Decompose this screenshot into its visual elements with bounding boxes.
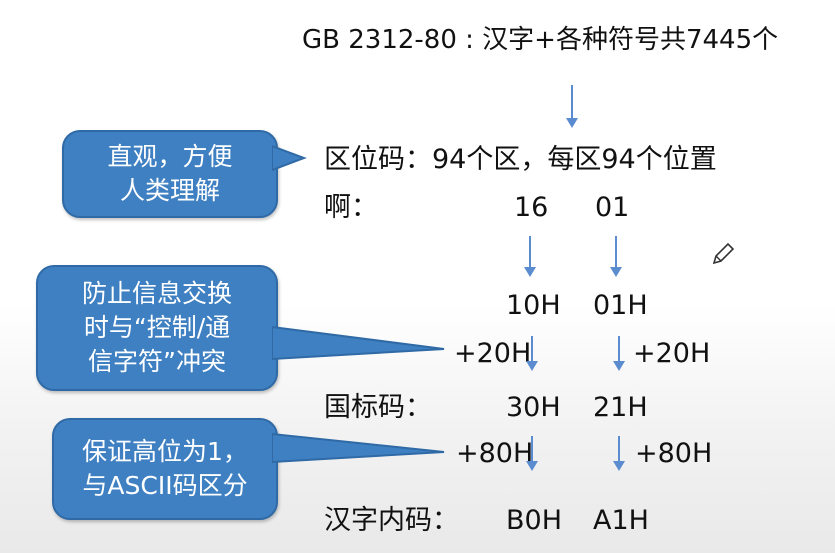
hex-value: 10H (506, 290, 561, 321)
callout-avoid-conflict: 防止信息交换 时与“控制/通 信字符”冲突 (36, 265, 278, 391)
pencil-icon (712, 242, 735, 265)
quwei-value: 01 (595, 192, 630, 223)
guobiao-value: 30H (506, 392, 561, 423)
callout-intuitive: 直观，方便 人类理解 (62, 130, 278, 218)
add-20h: +20H (633, 338, 711, 369)
callout-line: 信字符”冲突 (88, 347, 226, 376)
down-arrow (610, 236, 622, 277)
down-arrow (526, 436, 538, 471)
example-char: 啊： (324, 192, 378, 223)
callout-line: 保证高位为1， (82, 437, 248, 466)
callout-pointer (272, 432, 445, 464)
down-arrow (526, 336, 538, 371)
callout-high-bit: 保证高位为1， 与ASCII码区分 (52, 418, 278, 520)
quwei-value: 16 (514, 192, 549, 223)
down-arrow (524, 236, 536, 277)
add-20h: +20H (454, 338, 532, 369)
neima-value: B0H (506, 505, 563, 536)
add-80h: +80H (456, 438, 534, 469)
callout-line: 直观，方便 (107, 142, 233, 171)
callout-pointer (272, 325, 445, 361)
quwei-line: 区位码：94个区，每区94个位置 (324, 144, 717, 175)
callout-pointer (272, 144, 307, 172)
hex-value: 01H (593, 290, 648, 321)
down-arrow (613, 336, 625, 371)
callout-line: 防止信息交换 (81, 279, 232, 308)
guobiao-value: 21H (593, 392, 648, 423)
add-80h: +80H (635, 438, 713, 469)
callout-line: 与ASCII码区分 (82, 471, 248, 500)
neima-value: A1H (593, 505, 649, 536)
guobiao-label: 国标码： (324, 392, 432, 423)
neima-label: 汉字内码： (324, 505, 459, 536)
page-title: GB 2312-80 : 汉字+各种符号共7445个 (302, 25, 779, 55)
callout-line: 时与“控制/通 (83, 313, 231, 342)
callout-line: 人类理解 (119, 176, 220, 205)
down-arrow (566, 85, 578, 128)
down-arrow (613, 436, 625, 471)
